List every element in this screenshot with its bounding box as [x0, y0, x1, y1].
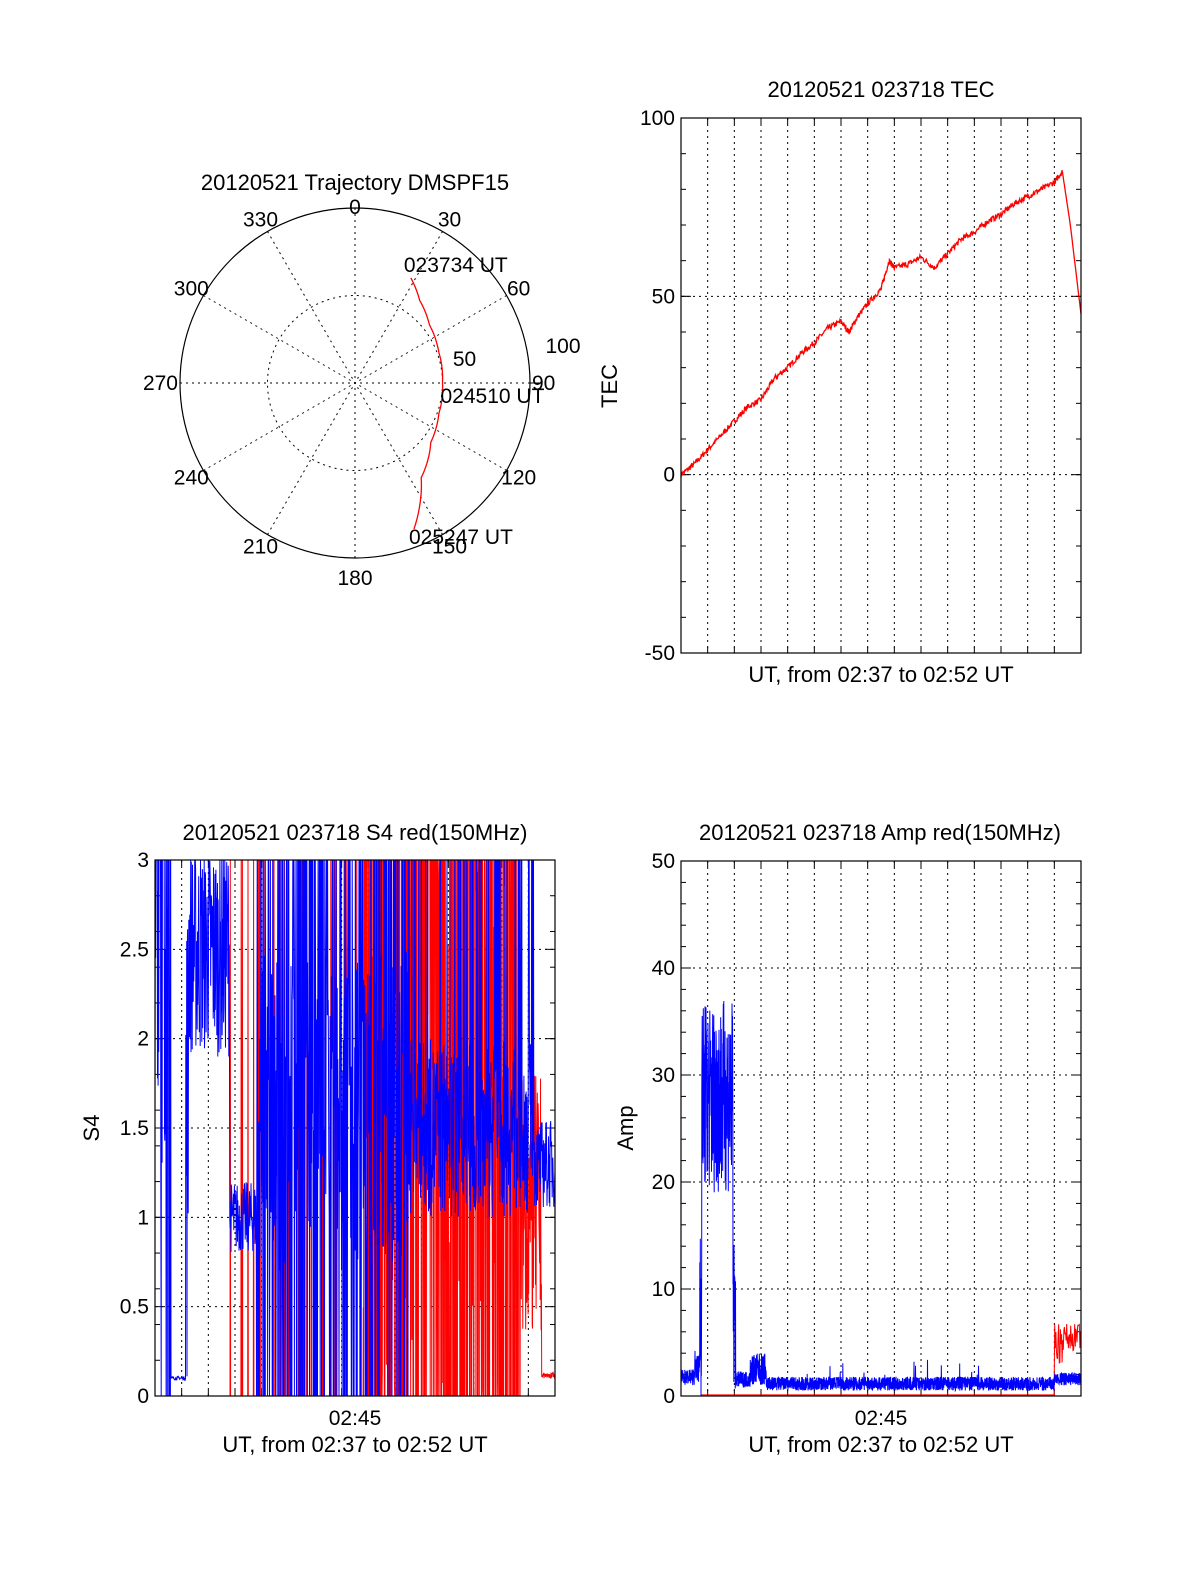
polar-radial-labels: 50 100	[453, 335, 581, 371]
polar-azimuth-label: 180	[337, 567, 372, 590]
s4-ytick-label: 0.5	[120, 1296, 149, 1319]
amp-ylabel: Amp	[613, 1105, 638, 1150]
s4-x-tick-labels: 02:45	[329, 1407, 382, 1430]
amp-x-tick-labels: 02:45	[855, 1407, 908, 1430]
amp-title: 20120521 023718 Amp red(150MHz)	[699, 820, 1061, 845]
polar-annotation-label: 023734 UT	[404, 254, 508, 277]
s4-xtick-label: 02:45	[329, 1407, 382, 1430]
s4-series-blue	[154, 859, 556, 1397]
polar-annotations: 023734 UT 024510 UT 025247 UT	[404, 254, 545, 549]
polar-azimuth-label: 150	[432, 536, 467, 559]
tec-grid	[680, 117, 1082, 654]
tec-title: 20120521 023718 TEC	[767, 77, 994, 102]
tec-ylabel: TEC	[597, 364, 622, 408]
amp-xtick-label: 02:45	[855, 1407, 908, 1430]
s4-title: 20120521 023718 S4 red(150MHz)	[183, 820, 528, 845]
polar-annotation-label: 025247 UT	[409, 526, 513, 549]
s4-ytick-label: 1.5	[120, 1117, 149, 1140]
polar-azimuth-labels: 0 30 60 90 120 150 180 210 240 270 300 330	[143, 196, 555, 590]
polar-azimuth-label: 270	[143, 372, 178, 395]
polar-annotation-label: 024510 UT	[441, 385, 545, 408]
polar-azimuth-label: 300	[174, 278, 209, 301]
s4-xlabel: UT, from 02:37 to 02:52 UT	[222, 1432, 487, 1457]
tec-ytick-label: 0	[663, 464, 675, 487]
amp-ytick-label: 30	[652, 1064, 675, 1087]
s4-ytick-label: 1	[137, 1206, 149, 1229]
polar-azimuth-label: 60	[507, 278, 530, 301]
polar-outer-circle	[179, 207, 531, 559]
amp-ytick-label: 50	[652, 850, 675, 873]
tec-panel: 20120521 023718 TEC -50 0 50 100 TEC UT, fr…	[597, 77, 1082, 687]
tec-series-line	[680, 170, 1082, 478]
amp-panel: 20120521 023718 Amp red(150MHz) 0 10 20 30 4…	[613, 820, 1082, 1457]
tec-ytick-label: 100	[640, 107, 675, 130]
amp-grid	[680, 860, 1082, 1397]
polar-azimuth-label: 240	[174, 467, 209, 490]
polar-azimuth-label: 30	[438, 208, 461, 231]
s4-plot-frame	[154, 859, 556, 1397]
s4-ytick-label: 2	[137, 1028, 149, 1051]
tec-xlabel: UT, from 02:37 to 02:52 UT	[748, 662, 1013, 687]
s4-panel: 20120521 023718 S4 red(150MHz) 0 0.5 1 1.5 2…	[79, 820, 556, 1457]
s4-ytick-label: 3	[137, 849, 149, 872]
polar-azimuth-label: 330	[243, 208, 278, 231]
amp-ytick-label: 40	[652, 957, 675, 980]
amp-y-tick-labels: 0 10 20 30 40 50	[652, 850, 675, 1408]
s4-ytick-label: 2.5	[120, 938, 149, 961]
tec-ytick-label: -50	[645, 642, 675, 665]
amp-ytick-label: 10	[652, 1278, 675, 1301]
polar-trajectory-panel: 20120521 Trajectory DMSPF15 0 30 60 90 120 15…	[143, 170, 581, 590]
amp-ytick-label: 20	[652, 1171, 675, 1194]
polar-title: 20120521 Trajectory DMSPF15	[201, 170, 509, 195]
polar-radial-label: 100	[545, 335, 580, 358]
polar-satellite-track	[410, 277, 444, 530]
polar-azimuth-label: 210	[243, 536, 278, 559]
amp-ytick-label: 0	[663, 1385, 675, 1408]
s4-y-tick-labels: 0 0.5 1 1.5 2 2.5 3	[120, 849, 149, 1408]
amp-xlabel: UT, from 02:37 to 02:52 UT	[748, 1432, 1013, 1457]
polar-radial-label: 50	[453, 348, 476, 371]
amp-plot-frame	[680, 860, 1082, 1397]
tec-plot-frame	[680, 117, 1082, 654]
polar-azimuth-label: 90	[532, 372, 555, 395]
s4-ytick-label: 0	[137, 1385, 149, 1408]
amp-series-blue	[680, 1000, 1082, 1396]
tec-y-tick-labels: -50 0 50 100	[640, 107, 675, 665]
polar-azimuth-label: 0	[349, 196, 361, 219]
tec-ytick-label: 50	[652, 285, 675, 308]
polar-grid-spoke	[267, 231, 443, 535]
s4-ylabel: S4	[79, 1115, 104, 1142]
polar-azimuth-label: 120	[501, 467, 536, 490]
amp-series-red	[701, 1323, 1082, 1396]
